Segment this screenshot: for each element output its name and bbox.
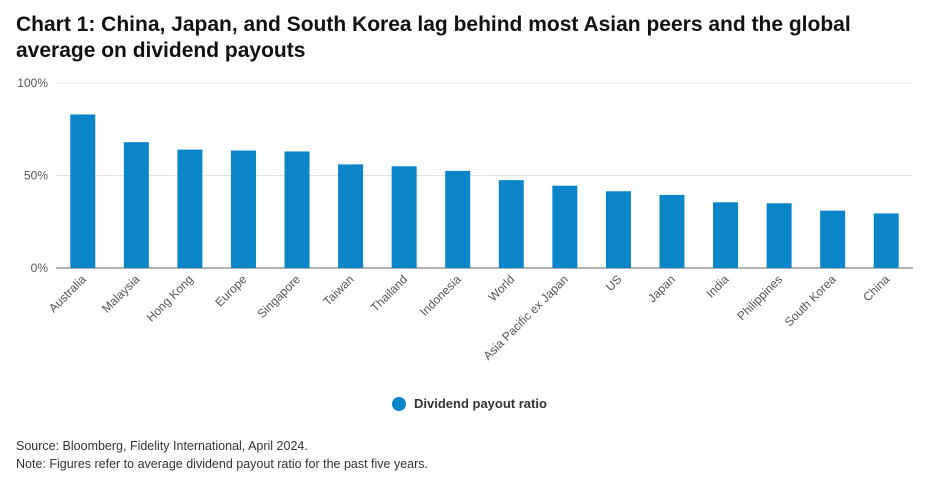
x-tick-label: South Korea: [782, 272, 839, 329]
x-tick-label: US: [603, 272, 625, 294]
data-note: Note: Figures refer to average dividend …: [16, 457, 429, 471]
bar: [552, 185, 578, 268]
x-tick-label: Hong Kong: [144, 272, 196, 324]
x-tick-label: India: [703, 272, 732, 301]
bar: [284, 151, 310, 268]
bar: [713, 202, 739, 268]
legend-label: Dividend payout ratio: [414, 396, 547, 411]
x-tick-label: Indonesia: [417, 272, 464, 319]
source-note: Source: Bloomberg, Fidelity Internationa…: [16, 439, 308, 453]
bar: [177, 149, 203, 268]
x-tick-label: Japan: [645, 272, 678, 305]
bar: [873, 213, 899, 268]
bar-chart: 0% 50% 100% Australia Malaysia Hong Kong Europ…: [17, 76, 913, 363]
bar: [391, 166, 417, 268]
bar: [70, 114, 96, 268]
y-tick-label: 50%: [24, 169, 48, 183]
legend-marker: [392, 396, 406, 411]
bar: [338, 164, 364, 268]
bar: [659, 194, 685, 268]
bar: [766, 203, 792, 268]
y-tick-label: 100%: [17, 76, 48, 90]
footnotes: Source: Bloomberg, Fidelity Internationa…: [16, 437, 428, 473]
legend: Dividend payout ratio: [392, 396, 547, 411]
bar: [498, 180, 524, 268]
bar: [605, 191, 631, 268]
x-tick-label: Europe: [212, 272, 249, 309]
x-tick-label: World: [485, 272, 517, 304]
bar: [123, 142, 149, 268]
x-tick-label: Australia: [46, 272, 89, 315]
x-tick-label: Taiwan: [320, 272, 356, 308]
x-tick-label: Philippines: [734, 272, 785, 323]
x-tick-label: Thailand: [368, 272, 410, 314]
x-tick-label: Malaysia: [99, 272, 143, 316]
bar: [445, 170, 471, 268]
x-tick-label: Singapore: [255, 272, 304, 321]
x-tick-label: China: [860, 272, 892, 304]
bar: [820, 210, 846, 268]
bar: [230, 150, 256, 268]
chart-title: Chart 1: China, Japan, and South Korea l…: [16, 13, 851, 62]
y-tick-label: 0%: [31, 261, 49, 275]
